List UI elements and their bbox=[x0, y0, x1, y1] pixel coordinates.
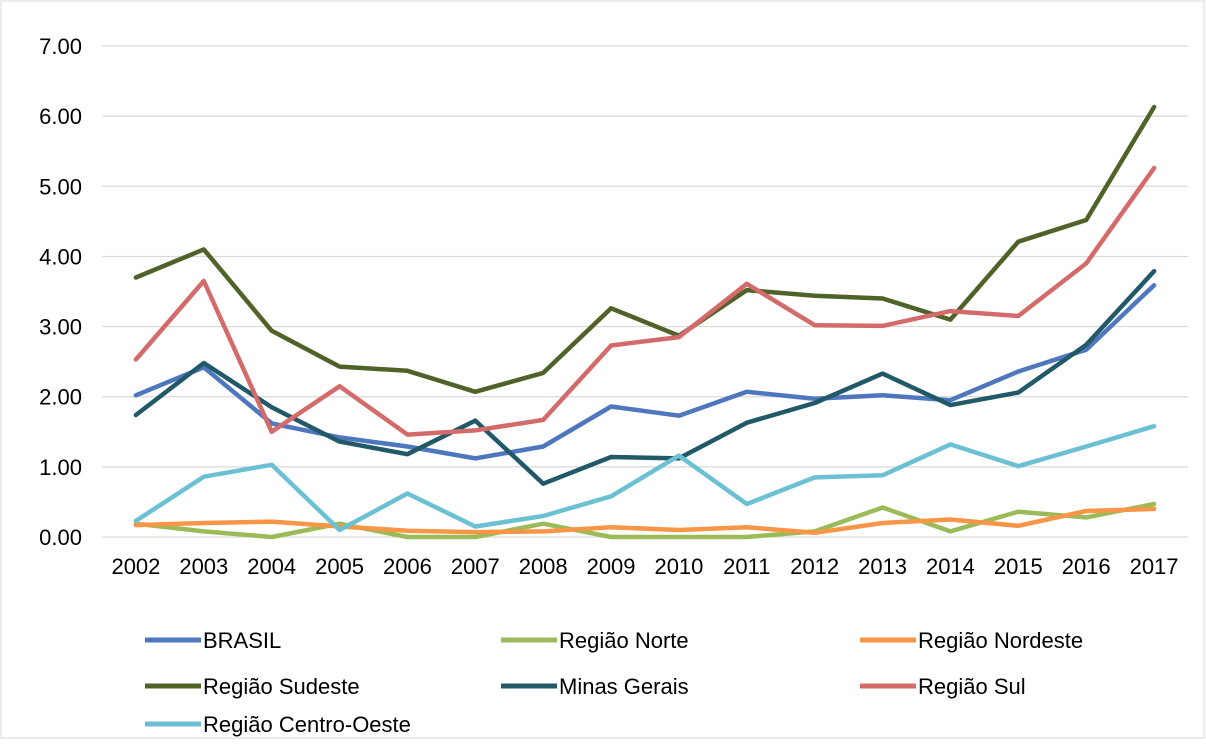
series-line-regiao-sul bbox=[133, 165, 1157, 437]
y-axis: 0.00 1.00 2.00 3.00 4.00 5.00 6.00 7.00 bbox=[39, 34, 82, 550]
y-tick-label: 3.00 bbox=[39, 315, 82, 340]
legend-label: Região Nordeste bbox=[918, 628, 1083, 653]
series-line-regiao-centro-oeste bbox=[133, 423, 1157, 533]
x-tick-label: 2012 bbox=[790, 554, 839, 579]
x-tick-label: 2005 bbox=[315, 554, 364, 579]
legend-item-minas-gerais: Minas Gerais bbox=[501, 674, 689, 699]
series-lines bbox=[133, 104, 1157, 540]
series-line-regiao-sudeste bbox=[133, 104, 1157, 395]
x-tick-label: 2008 bbox=[519, 554, 568, 579]
y-tick-label: 2.00 bbox=[39, 385, 82, 410]
x-tick-label: 2006 bbox=[383, 554, 432, 579]
y-tick-label: 7.00 bbox=[39, 34, 82, 59]
x-axis: 2002 2003 2004 2005 2006 2007 2008 2009 2010 2011… bbox=[111, 554, 1178, 579]
legend-item-regiao-norte: Região Norte bbox=[501, 628, 689, 653]
legend: BRASIL Região Norte Região Nordeste Região … bbox=[145, 628, 1083, 737]
legend-item-regiao-sudeste: Região Sudeste bbox=[145, 674, 360, 699]
legend-label: Região Centro-Oeste bbox=[203, 712, 411, 737]
x-tick-label: 2015 bbox=[994, 554, 1043, 579]
legend-label: Região Sul bbox=[918, 674, 1026, 699]
y-tick-label: 6.00 bbox=[39, 104, 82, 129]
x-tick-label: 2016 bbox=[1062, 554, 1111, 579]
legend-item-regiao-centro-oeste: Região Centro-Oeste bbox=[145, 712, 411, 737]
legend-label: Região Sudeste bbox=[203, 674, 360, 699]
y-tick-label: 5.00 bbox=[39, 174, 82, 199]
x-tick-label: 2004 bbox=[247, 554, 296, 579]
series-line-minas-gerais bbox=[133, 268, 1157, 486]
legend-item-brasil: BRASIL bbox=[145, 628, 281, 653]
y-tick-label: 0.00 bbox=[39, 525, 82, 550]
series-line-brasil bbox=[133, 282, 1157, 461]
x-tick-label: 2017 bbox=[1130, 554, 1179, 579]
series-line-regiao-nordeste bbox=[133, 506, 1157, 536]
x-tick-label: 2011 bbox=[723, 554, 770, 579]
x-tick-label: 2007 bbox=[451, 554, 500, 579]
legend-item-regiao-nordeste: Região Nordeste bbox=[860, 628, 1083, 653]
legend-label: BRASIL bbox=[203, 628, 281, 653]
x-tick-label: 2014 bbox=[926, 554, 975, 579]
x-tick-label: 2002 bbox=[111, 554, 160, 579]
legend-label: Minas Gerais bbox=[559, 674, 689, 699]
x-tick-label: 2013 bbox=[858, 554, 907, 579]
legend-label: Região Norte bbox=[559, 628, 689, 653]
x-tick-label: 2003 bbox=[179, 554, 228, 579]
y-tick-label: 1.00 bbox=[39, 455, 82, 480]
x-tick-label: 2010 bbox=[654, 554, 703, 579]
x-tick-label: 2009 bbox=[587, 554, 636, 579]
y-tick-label: 4.00 bbox=[39, 244, 82, 269]
legend-item-regiao-sul: Região Sul bbox=[860, 674, 1026, 699]
